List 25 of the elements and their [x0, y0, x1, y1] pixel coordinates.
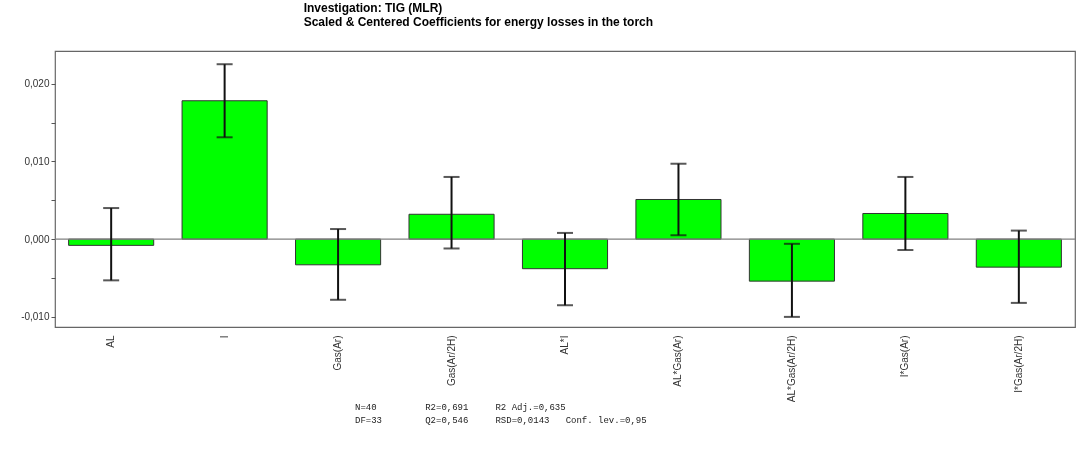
x-tick-label: AL*Gas(Ar): [672, 335, 684, 387]
x-tick-label: I*Gas(Ar/2H): [1012, 335, 1024, 393]
y-tick-label: 0,020: [24, 78, 50, 90]
bar: [521, 238, 609, 270]
x-tick-label: AL*I: [559, 335, 570, 355]
x-tick-label: AL*Gas(Ar/2H): [785, 335, 797, 403]
x-tick-label: I: [218, 335, 230, 339]
chart-title: Investigation: TIG (MLR): [303, 1, 443, 15]
chart-subtitle: Scaled & Centered Coefficients for energy losses in the torch: [303, 15, 654, 29]
y-tick-label: 0,010: [24, 155, 50, 167]
x-tick-label: Gas(Ar): [332, 335, 344, 371]
x-tick-label: I*Gas(Ar): [899, 335, 911, 378]
bar: [748, 238, 835, 282]
text: DF=33 Q2=0,546 RSD=0,0143 Conf. lev.=0,95: [355, 415, 648, 428]
y-tick-label: -0,010: [21, 311, 50, 323]
bar: [975, 238, 1062, 268]
bar: [862, 212, 949, 240]
x-tick-label: AL: [105, 335, 117, 348]
bar: [295, 238, 382, 266]
bar: [408, 213, 495, 240]
bar: [181, 100, 268, 240]
x-tick-label: Gas(Ar/2H): [445, 335, 457, 387]
text: N=40 R2=0,691 R2 Adj.=0,635: [355, 402, 567, 415]
y-tick-label: 0,000: [24, 233, 50, 245]
bar: [635, 199, 722, 240]
